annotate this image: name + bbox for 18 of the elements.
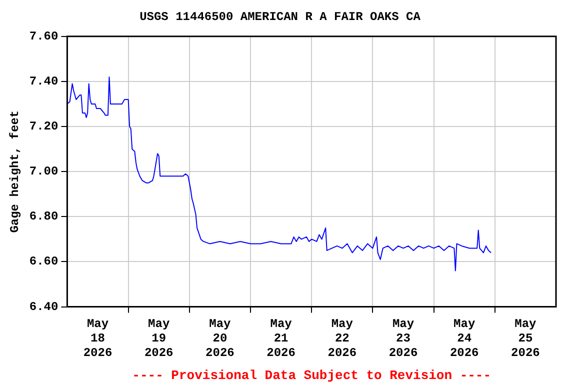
y-axis-title: Gage height, feet — [8, 110, 22, 233]
y-tick-label: 6.80 — [29, 210, 58, 224]
x-tick-label: May 25 2026 — [511, 317, 540, 360]
x-tick-label: May 24 2026 — [450, 317, 479, 360]
chart-title: USGS 11446500 AMERICAN R A FAIR OAKS CA — [140, 10, 422, 24]
y-tick-label: 7.60 — [29, 29, 58, 44]
x-tick-label: May 23 2026 — [388, 317, 418, 360]
y-tick-label: 7.40 — [29, 74, 58, 88]
y-tick-label: 6.60 — [29, 254, 58, 269]
x-tick-label: May 18 2026 — [83, 317, 112, 360]
y-tick-label: 6.40 — [29, 300, 58, 314]
text: ---- Provisional Data Subject to Revision ---- — [132, 368, 492, 383]
x-tick-label: May 19 2026 — [144, 317, 174, 360]
y-tick-label: 7.00 — [29, 164, 58, 179]
y-tick-label: 7.20 — [29, 120, 58, 134]
x-tick-label: May 21 2026 — [266, 317, 296, 360]
x-tick-label: May 20 2026 — [206, 317, 234, 360]
x-tick-label: May 22 2026 — [328, 317, 357, 360]
